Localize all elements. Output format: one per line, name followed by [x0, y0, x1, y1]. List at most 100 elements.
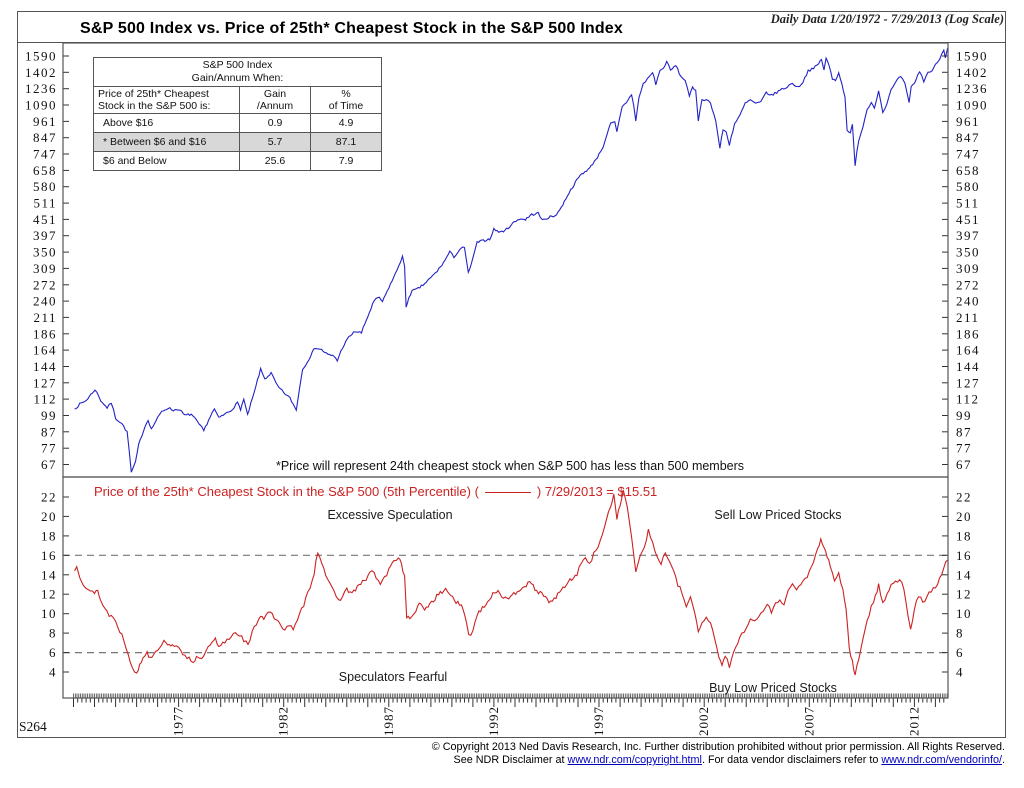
- svg-text:4: 4: [49, 665, 57, 680]
- legend-label-prefix: Price of the 25th* Cheapest Stock in the…: [94, 484, 479, 499]
- svg-text:211: 211: [33, 310, 57, 325]
- disclaimer-suffix: .: [1002, 754, 1005, 766]
- svg-text:211: 211: [956, 310, 980, 325]
- svg-text:747: 747: [33, 147, 57, 162]
- x-axis-year-label: 1997: [591, 706, 606, 736]
- x-axis-year-label: 1987: [381, 706, 396, 736]
- svg-text:144: 144: [956, 359, 980, 374]
- svg-text:961: 961: [33, 114, 57, 129]
- svg-text:350: 350: [33, 245, 57, 260]
- svg-text:16: 16: [41, 548, 57, 563]
- svg-text:20: 20: [41, 509, 57, 524]
- svg-text:747: 747: [956, 147, 980, 162]
- svg-text:309: 309: [956, 261, 980, 276]
- svg-text:144: 144: [33, 359, 57, 374]
- svg-text:186: 186: [956, 326, 980, 341]
- svg-text:658: 658: [33, 163, 57, 178]
- disclaimer-mid: . For data vendor disclaimers refer to: [702, 754, 881, 766]
- svg-text:8: 8: [49, 626, 57, 641]
- svg-text:272: 272: [33, 277, 57, 292]
- svg-text:451: 451: [33, 212, 57, 227]
- svg-text:1590: 1590: [25, 49, 57, 64]
- chart-id: S264: [19, 719, 47, 735]
- svg-text:6: 6: [49, 645, 57, 660]
- copyright-line: © Copyright 2013 Ned Davis Research, Inc…: [432, 741, 1005, 754]
- svg-text:77: 77: [41, 441, 57, 456]
- disclaimer-prefix: See NDR Disclaimer at: [454, 754, 568, 766]
- svg-text:18: 18: [956, 528, 972, 543]
- svg-text:87: 87: [956, 424, 972, 439]
- disclaimer-line: See NDR Disclaimer at www.ndr.com/copyri…: [432, 754, 1005, 767]
- svg-text:240: 240: [33, 294, 57, 309]
- x-axis-year-label: 1982: [276, 706, 291, 736]
- svg-text:112: 112: [956, 392, 980, 407]
- sp500-series-line: [75, 48, 948, 472]
- svg-text:1090: 1090: [956, 98, 988, 113]
- svg-text:87: 87: [41, 424, 57, 439]
- legend-label-suffix: ) 7/29/2013 = $15.51: [537, 484, 657, 499]
- svg-text:67: 67: [956, 457, 972, 472]
- svg-text:14: 14: [41, 567, 57, 582]
- svg-text:350: 350: [956, 245, 980, 260]
- copyright-link[interactable]: www.ndr.com/copyright.html: [568, 754, 702, 766]
- x-axis-year-label: 1992: [486, 706, 501, 736]
- annotation-sell-low-priced: Sell Low Priced Stocks: [663, 508, 893, 522]
- svg-text:112: 112: [33, 392, 57, 407]
- svg-text:397: 397: [956, 228, 980, 243]
- svg-text:961: 961: [956, 114, 980, 129]
- svg-text:8: 8: [956, 626, 964, 641]
- x-axis-year-label: 2012: [906, 706, 921, 736]
- svg-text:1402: 1402: [956, 65, 988, 80]
- svg-text:1236: 1236: [25, 81, 57, 96]
- svg-text:22: 22: [41, 490, 57, 505]
- x-axis-year-label: 1977: [171, 706, 186, 736]
- svg-text:580: 580: [956, 179, 980, 194]
- svg-text:12: 12: [41, 587, 57, 602]
- svg-text:127: 127: [956, 375, 980, 390]
- svg-text:99: 99: [41, 408, 57, 423]
- footer: © Copyright 2013 Ned Davis Research, Inc…: [432, 741, 1005, 767]
- svg-text:127: 127: [33, 375, 57, 390]
- chart-page: S&P 500 Index vs. Price of 25th* Cheapes…: [0, 0, 1024, 788]
- svg-text:4: 4: [956, 665, 964, 680]
- svg-text:14: 14: [956, 567, 972, 582]
- vendorinfo-link[interactable]: www.ndr.com/vendorinfo/: [881, 754, 1002, 766]
- svg-text:1236: 1236: [956, 81, 988, 96]
- svg-text:10: 10: [956, 606, 972, 621]
- svg-text:186: 186: [33, 326, 57, 341]
- svg-text:658: 658: [956, 163, 980, 178]
- svg-text:847: 847: [33, 130, 57, 145]
- legend-line-swatch: [485, 492, 531, 493]
- bottom-panel-legend: Price of the 25th* Cheapest Stock in the…: [94, 484, 657, 499]
- svg-text:272: 272: [956, 277, 980, 292]
- x-axis-year-label: 2002: [696, 706, 711, 736]
- svg-text:451: 451: [956, 212, 980, 227]
- svg-text:511: 511: [33, 196, 57, 211]
- annotation-buy-low-priced: Buy Low Priced Stocks: [658, 681, 888, 695]
- svg-text:16: 16: [956, 548, 972, 563]
- svg-text:18: 18: [41, 528, 57, 543]
- svg-text:20: 20: [956, 509, 972, 524]
- panel-borders: [63, 43, 948, 698]
- svg-text:77: 77: [956, 441, 972, 456]
- threshold-dashed-lines: [63, 555, 948, 652]
- svg-text:580: 580: [33, 179, 57, 194]
- svg-text:164: 164: [33, 343, 57, 358]
- svg-text:1590: 1590: [956, 49, 988, 64]
- svg-text:397: 397: [33, 228, 57, 243]
- x-axis-year-label: 2007: [801, 706, 816, 736]
- svg-text:511: 511: [956, 196, 980, 211]
- annotation-speculators-fearful: Speculators Fearful: [278, 670, 508, 684]
- footnote: *Price will represent 24th cheapest stoc…: [245, 459, 775, 473]
- x-axis: 1977 1982 1987 1992 1997 2002 2007 2012: [74, 694, 948, 737]
- svg-text:99: 99: [956, 408, 972, 423]
- svg-text:67: 67: [41, 457, 57, 472]
- svg-text:10: 10: [41, 606, 57, 621]
- svg-text:240: 240: [956, 294, 980, 309]
- svg-text:12: 12: [956, 587, 972, 602]
- svg-text:164: 164: [956, 343, 980, 358]
- svg-text:6: 6: [956, 645, 964, 660]
- svg-text:1402: 1402: [25, 65, 57, 80]
- svg-text:847: 847: [956, 130, 980, 145]
- annotation-excessive-speculation: Excessive Speculation: [275, 508, 505, 522]
